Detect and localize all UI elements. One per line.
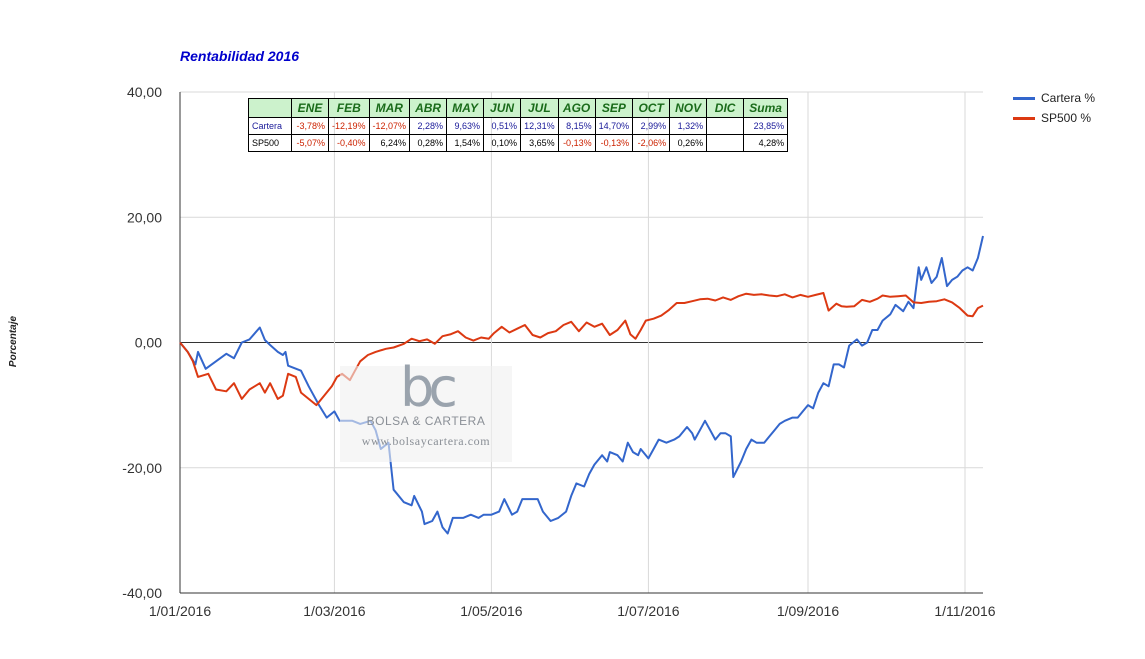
y-tick-label: 20,00 (127, 209, 162, 225)
x-tick-label: 1/07/2016 (617, 603, 679, 619)
table-cell: 0,51% (483, 117, 522, 135)
table-row: Cartera -3,78% -12,19% -12,07% 2,28% 9,63% 0,5… (248, 117, 789, 135)
legend-swatch-sp500 (1013, 116, 1035, 120)
table-cell: -0,13% (594, 134, 634, 152)
watermark: bc BOLSA & CARTERA www.bolsaycartera.com (340, 361, 512, 462)
table-header-cell: JUN (483, 98, 522, 118)
legend-swatch-cartera (1013, 96, 1035, 100)
y-axis-label: Porcentaje (8, 315, 20, 368)
table-cell: -12,19% (328, 117, 370, 135)
chart-title: Rentabilidad 2016 (180, 48, 300, 64)
table-cell: 12,31% (520, 117, 559, 135)
x-tick-label: 1/09/2016 (777, 603, 839, 619)
table-cell: 14,70% (594, 117, 634, 135)
table-cell: -0,13% (557, 134, 596, 152)
table-header-cell: ENE (291, 98, 329, 118)
table-body: Cartera -3,78% -12,19% -12,07% 2,28% 9,63% 0,5… (248, 117, 789, 152)
table-cell (706, 117, 745, 135)
legend-item-cartera[interactable]: Cartera % (1013, 88, 1095, 108)
watermark-name: BOLSA & CARTERA (366, 414, 486, 428)
legend-item-sp500[interactable]: SP500 % (1013, 108, 1095, 128)
table-cell: 6,24% (368, 134, 411, 152)
table-header-cell: AGO (557, 98, 596, 118)
table-header-cell: SEP (594, 98, 634, 118)
table-header-cell: JUL (520, 98, 559, 118)
series-line-cartera (179, 235, 984, 535)
table-row-label: Cartera (248, 117, 292, 135)
table-header-cell: Suma (743, 98, 789, 118)
watermark-logo: bc (400, 356, 458, 419)
table-cell: 0,10% (483, 134, 522, 152)
table-cell: 3,65% (520, 134, 559, 152)
table-cell: 4,28% (743, 134, 789, 152)
table-row-label: SP500 (248, 134, 292, 152)
table-cell: 8,15% (557, 117, 596, 135)
table-header-cell: MAY (446, 98, 485, 118)
watermark-url: www.bolsaycartera.com (361, 434, 491, 448)
table-header-cell: DIC (706, 98, 745, 118)
table-header-cell: FEB (328, 98, 370, 118)
y-tick-label: -40,00 (122, 585, 162, 601)
x-tick-label: 1/03/2016 (303, 603, 365, 619)
legend: Cartera % SP500 % (1013, 88, 1095, 128)
legend-label-sp500: SP500 % (1041, 111, 1092, 125)
table-cell: 2,28% (409, 117, 448, 135)
table-cell: 0,28% (409, 134, 448, 152)
table-header-cell: MAR (368, 98, 411, 118)
x-tick-label: 1/05/2016 (460, 603, 522, 619)
series-line-sp500 (179, 292, 984, 407)
table-header-row: ENE FEB MAR ABR MAY JUN JUL AGO SEP OCT NOV DIC Suma (248, 98, 789, 118)
table-corner-cell (248, 98, 292, 118)
table-cell: 1,54% (446, 134, 485, 152)
table-cell: 2,99% (632, 117, 671, 135)
legend-label-cartera: Cartera % (1041, 91, 1096, 105)
x-tick-label: 1/11/2016 (934, 603, 995, 619)
table-header-cell: ABR (409, 98, 448, 118)
y-tick-label: 40,00 (127, 84, 162, 100)
series-lines (179, 235, 984, 535)
grid-lines (179, 91, 983, 594)
axes: -40,00 -20,00 0,00 20,00 40,00 1/01/2016 1/03/… (122, 84, 996, 619)
table-header-cell: NOV (669, 98, 708, 118)
table-cell (706, 134, 745, 152)
monthly-returns-table: ENE FEB MAR ABR MAY JUN JUL AGO SEP OCT NOV DIC Suma… (248, 98, 789, 152)
table-cell: -2,06% (632, 134, 671, 152)
x-tick-label: 1/01/2016 (149, 603, 211, 619)
table-cell: 23,85% (743, 117, 789, 135)
table-cell: 0,26% (669, 134, 708, 152)
y-tick-label: 0,00 (135, 335, 162, 351)
y-tick-label: -20,00 (122, 460, 162, 476)
table-cell: -0,40% (328, 134, 370, 152)
table-cell: 9,63% (446, 117, 485, 135)
table-cell: -3,78% (291, 117, 329, 135)
table-cell: 1,32% (669, 117, 708, 135)
table-row: SP500 -5,07% -0,40% 6,24% 0,28% 1,54% 0,10% 3,6… (248, 134, 789, 152)
table-cell: -12,07% (368, 117, 411, 135)
table-header-cell: OCT (632, 98, 671, 118)
table-cell: -5,07% (291, 134, 329, 152)
